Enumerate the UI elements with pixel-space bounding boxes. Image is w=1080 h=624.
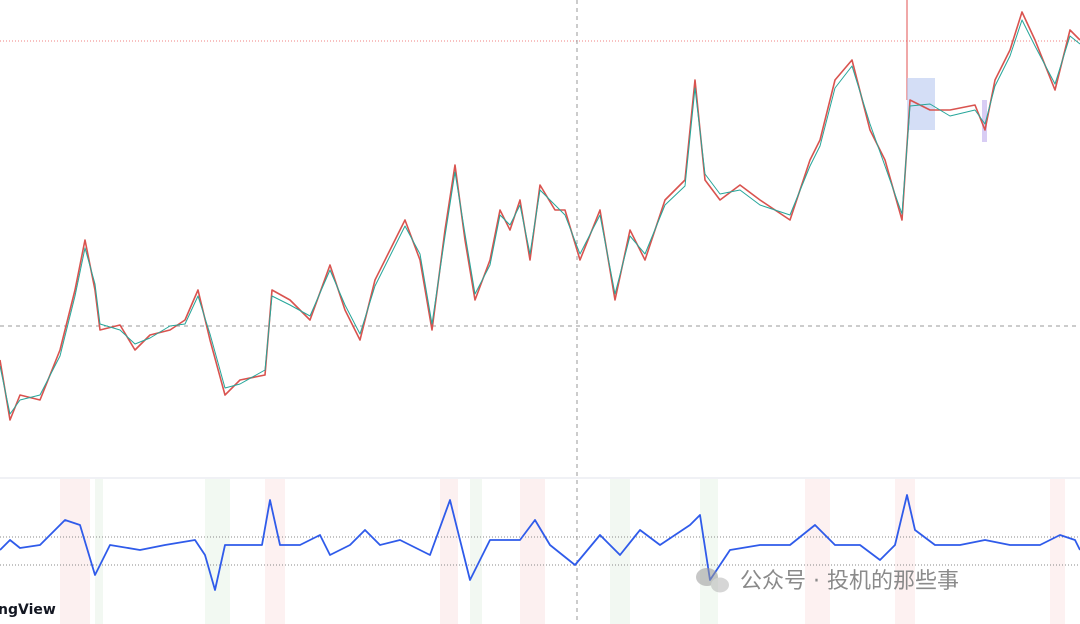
- oscillator-line: [0, 494, 1080, 591]
- band: [265, 479, 285, 624]
- band: [95, 479, 103, 624]
- band: [205, 479, 230, 624]
- logo: ngView: [0, 602, 56, 618]
- band: [805, 479, 830, 624]
- highlight-box: [982, 100, 987, 142]
- watermark-icon: [696, 568, 729, 593]
- band: [895, 479, 915, 624]
- band: [520, 479, 545, 624]
- band: [60, 479, 90, 624]
- band: [700, 479, 718, 624]
- band: [470, 479, 482, 624]
- band: [610, 479, 630, 624]
- indicator-bands: [60, 479, 1065, 624]
- watermark: 公众号 · 投机的那些事: [740, 569, 959, 594]
- price-candles: [0, 11, 1080, 421]
- moving-average: [0, 19, 1080, 415]
- band: [1050, 479, 1065, 624]
